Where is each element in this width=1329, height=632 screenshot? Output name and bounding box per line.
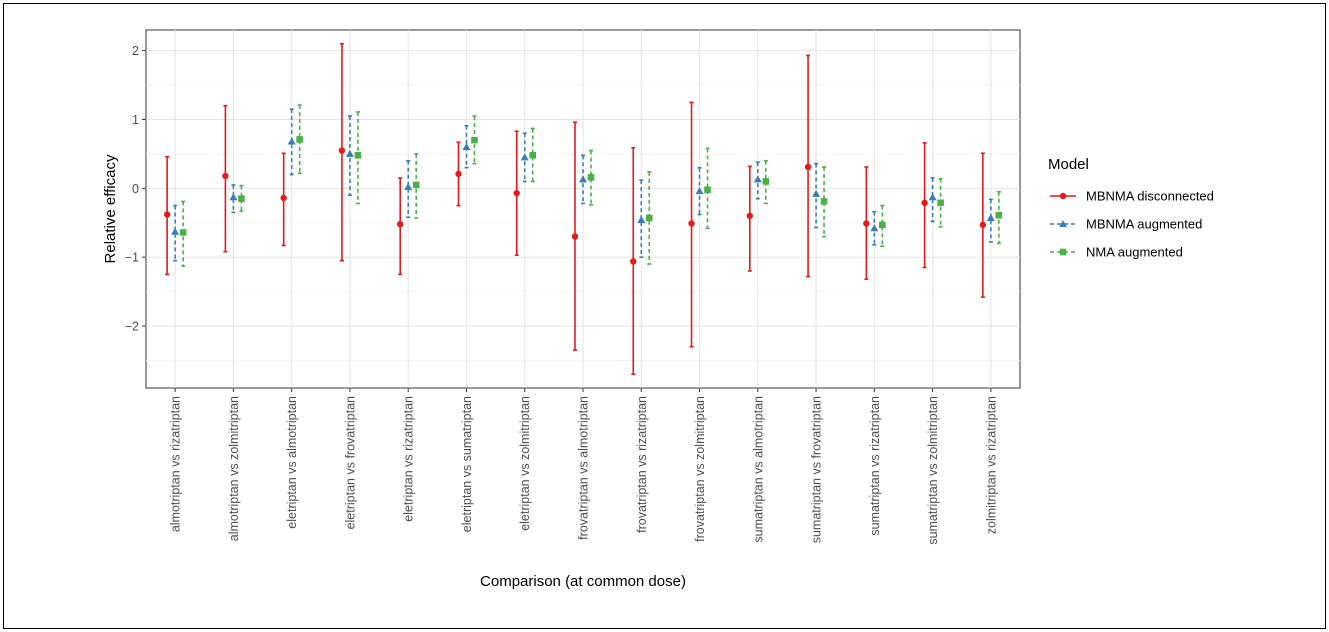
legend-item-2: NMA augmented	[1050, 245, 1183, 260]
x-tick-label: eletriptan vs zolmitriptan	[518, 396, 532, 531]
y-tick-label: −1	[125, 251, 139, 265]
point-square	[937, 199, 944, 207]
point-triangle	[171, 227, 180, 235]
point-circle	[222, 172, 229, 180]
series-2	[179, 104, 1003, 267]
point-triangle	[404, 182, 413, 190]
point-triangle	[928, 193, 937, 201]
y-axis-title: Relative efficacy	[102, 154, 119, 263]
point-circle	[397, 220, 404, 228]
x-tick-label: almotriptan vs rizatriptan	[169, 396, 183, 532]
x-tick-label: sumatriptan vs rizatriptan	[868, 396, 882, 536]
point-square	[879, 221, 886, 229]
point-square	[238, 195, 245, 202]
x-tick-label: sumatriptan vs frovatriptan	[810, 396, 824, 543]
point-square	[529, 152, 537, 159]
x-axis-title: Comparison (at common dose)	[480, 573, 686, 590]
y-axis: −2 −1 0 1 2	[125, 44, 146, 334]
x-tick-label: frovatriptan vs rizatriptan	[635, 396, 649, 533]
point-square	[412, 181, 420, 189]
point-square	[587, 174, 595, 181]
point-triangle	[812, 189, 821, 197]
x-axis: almotriptan vs rizatriptan almotriptan vs…	[169, 388, 998, 545]
point-square	[995, 211, 1003, 219]
x-tick-label: sumatriptan vs almotriptan	[751, 396, 765, 543]
point-triangle	[520, 153, 529, 161]
point-triangle	[462, 143, 471, 151]
point-square	[704, 186, 711, 194]
point-circle	[746, 212, 753, 220]
point-square	[471, 136, 478, 144]
y-tick-label: −2	[125, 320, 139, 334]
point-triangle	[753, 175, 762, 183]
point-circle	[1059, 192, 1067, 200]
point-circle	[921, 199, 928, 207]
point-circle	[804, 163, 812, 171]
x-tick-label: eletriptan vs sumatriptan	[460, 396, 474, 532]
point-square	[296, 136, 303, 143]
series-0	[163, 42, 987, 376]
point-square	[1059, 248, 1067, 256]
figure-frame	[3, 3, 1326, 629]
legend-item-0: MBNMA disconnected	[1050, 189, 1214, 204]
point-circle	[513, 189, 520, 197]
x-tick-label: eletriptan vs almotriptan	[285, 396, 299, 529]
legend: Model MBNMA disconnected MBNMA augmented N…	[1048, 156, 1214, 260]
x-tick-label: almotriptan vs zolmitriptan	[227, 396, 241, 541]
y-tick-label: 0	[132, 182, 139, 196]
point-triangle	[986, 213, 995, 221]
x-tick-label: eletriptan vs rizatriptan	[402, 396, 416, 522]
legend-item-1: MBNMA augmented	[1050, 217, 1202, 232]
x-tick-label: eletriptan vs frovatriptan	[343, 396, 357, 529]
x-tick-label: frovatriptan vs zolmitriptan	[693, 396, 707, 542]
point-triangle	[637, 216, 646, 224]
point-triangle	[579, 175, 587, 183]
point-triangle	[1059, 220, 1067, 227]
y-tick-label: 2	[132, 44, 139, 58]
series-1	[171, 108, 995, 262]
point-triangle	[345, 149, 354, 157]
point-triangle	[287, 137, 296, 145]
point-circle	[979, 221, 987, 229]
point-circle	[863, 220, 870, 227]
point-circle	[630, 258, 637, 265]
point-square	[820, 198, 828, 205]
point-triangle	[870, 224, 879, 232]
point-square	[179, 229, 187, 236]
point-circle	[163, 211, 171, 218]
point-circle	[455, 170, 462, 178]
x-tick-label: zolmitriptan vs rizatriptan	[984, 396, 998, 534]
y-tick-label: 1	[132, 113, 139, 127]
point-square	[762, 178, 770, 185]
legend-label: MBNMA disconnected	[1086, 189, 1214, 204]
point-circle	[688, 220, 695, 227]
point-square	[645, 214, 653, 222]
chart-marks	[163, 42, 1003, 376]
legend-label: NMA augmented	[1086, 245, 1183, 260]
point-triangle	[695, 187, 704, 195]
legend-label: MBNMA augmented	[1086, 217, 1202, 232]
point-circle	[280, 194, 287, 202]
point-circle	[571, 233, 579, 240]
point-square	[354, 152, 362, 159]
x-tick-label: sumatriptan vs zolmitriptan	[926, 396, 940, 545]
point-circle	[338, 147, 346, 154]
point-triangle	[229, 193, 238, 201]
x-tick-label: frovatriptan vs almotriptan	[577, 396, 591, 540]
legend-title: Model	[1048, 156, 1089, 173]
